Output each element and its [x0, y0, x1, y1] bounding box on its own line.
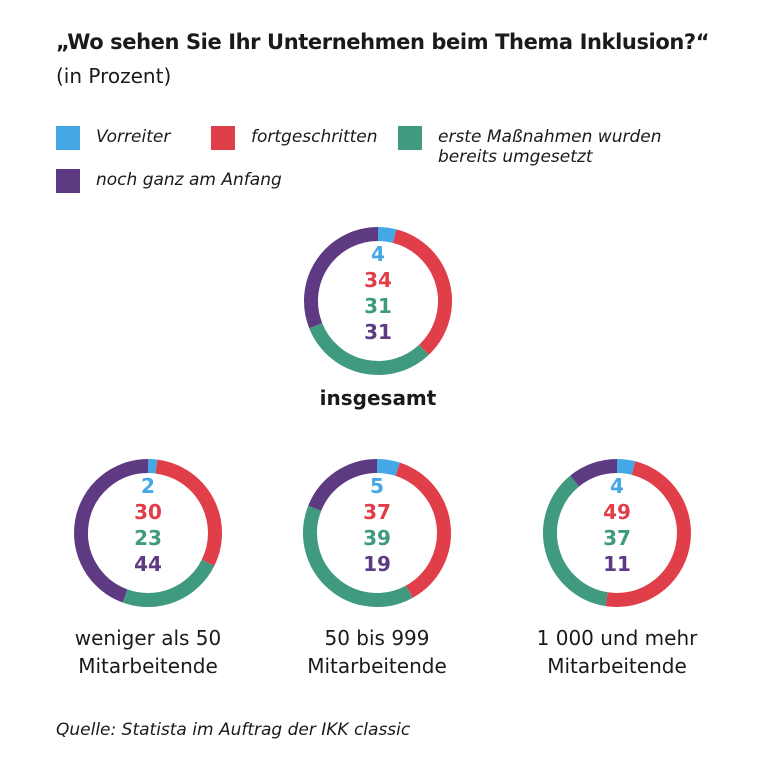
value-label: 44 [134, 552, 162, 576]
value-labels: 4 49 37 11 [537, 473, 697, 577]
donut-4: 4 49 37 11 [537, 453, 697, 613]
caption-line: insgesamt [319, 386, 437, 410]
value-labels: 5 37 39 19 [297, 473, 457, 577]
legend-swatch [56, 169, 80, 193]
value-label: 4 [371, 242, 385, 266]
value-label: 19 [363, 552, 391, 576]
legend-swatch [56, 126, 80, 150]
chart-title: „Wo sehen Sie Ihr Unternehmen beim Thema… [56, 30, 710, 54]
caption-line: 1 000 und mehr [536, 626, 698, 650]
donut-segment [304, 227, 379, 329]
value-label: 2 [141, 474, 155, 498]
donut-segment [395, 462, 451, 598]
legend-swatch [398, 126, 422, 150]
value-label: 31 [364, 320, 392, 344]
donut-caption: insgesamt [288, 384, 468, 412]
value-label: 11 [603, 552, 631, 576]
legend-item-fortgeschritten: fortgeschritten [211, 126, 378, 150]
donut-segment [616, 459, 636, 475]
donut-segment [74, 459, 149, 603]
source-note: Quelle: Statista im Auftrag der IKK clas… [56, 720, 411, 740]
donut-segment [155, 459, 222, 566]
caption-line: 50 bis 999 [324, 626, 430, 650]
value-labels: 4 34 31 31 [298, 241, 458, 345]
legend-label: erste Maßnahmen wurden bereits umgesetzt [438, 127, 662, 167]
caption-line: weniger als 50 [74, 626, 222, 650]
value-label: 34 [364, 268, 392, 292]
donut-segment [147, 459, 158, 474]
donut-caption: weniger als 50 Mitarbeitende [38, 624, 258, 680]
donut-caption: 1 000 und mehr Mitarbeitende [507, 624, 727, 680]
caption-line: Mitarbeitende [78, 654, 218, 678]
legend-label: noch ganz am Anfang [96, 170, 282, 190]
legend-item-erste-massnahmen: erste Maßnahmen wurden bereits umgesetzt [398, 126, 688, 167]
donut-segment [543, 475, 608, 607]
value-label: 49 [603, 500, 631, 524]
value-label: 30 [134, 500, 162, 524]
legend-item-vorreiter: Vorreiter [56, 126, 170, 150]
donut-segment [392, 229, 452, 355]
donut-segment [377, 227, 397, 243]
legend-item-noch-ganz-am-anfang: noch ganz am Anfang [56, 169, 282, 193]
value-label: 5 [370, 474, 384, 498]
legend-swatch [211, 126, 235, 150]
legend-label: Vorreiter [96, 127, 171, 147]
value-labels: 2 30 23 44 [68, 473, 228, 577]
value-label: 23 [134, 526, 162, 550]
donut-3: 5 37 39 19 [297, 453, 457, 613]
donut-segment [605, 461, 691, 607]
value-label: 4 [610, 474, 624, 498]
caption-line: Mitarbeitende [307, 654, 447, 678]
chart-subtitle: (in Prozent) [56, 64, 172, 88]
value-label: 37 [603, 526, 631, 550]
donut-1: 4 34 31 31 [298, 221, 458, 381]
value-label: 37 [363, 500, 391, 524]
caption-line: Mitarbeitende [547, 654, 687, 678]
donut-2: 2 30 23 44 [68, 453, 228, 613]
donut-segment [308, 459, 378, 512]
donut-segment [309, 322, 429, 375]
donut-segment [376, 459, 400, 477]
donut-segment [570, 459, 618, 487]
donut-segment [122, 559, 215, 607]
legend-label: fortgeschritten [251, 127, 378, 147]
donut-segment [303, 505, 413, 607]
value-label: 39 [363, 526, 391, 550]
donut-caption: 50 bis 999 Mitarbeitende [267, 624, 487, 680]
value-label: 31 [364, 294, 392, 318]
